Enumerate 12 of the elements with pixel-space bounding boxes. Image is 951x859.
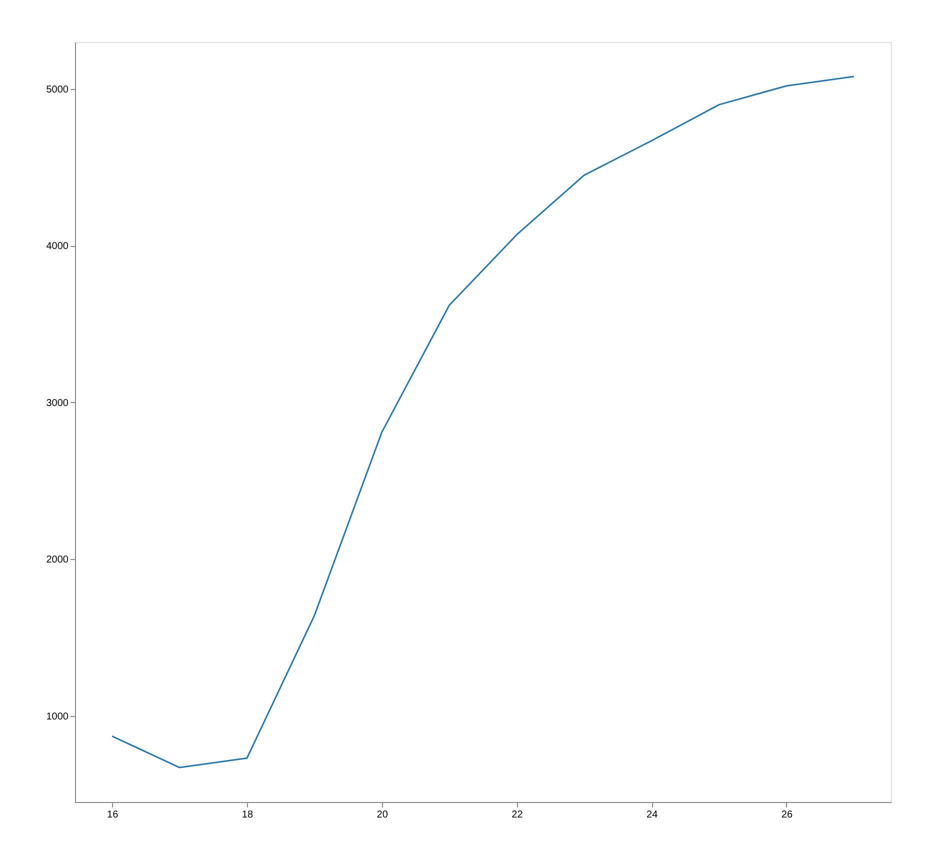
y-tick-label: 4000 — [46, 241, 69, 252]
x-tick-label: 18 — [242, 810, 254, 820]
x-tick-label: 16 — [107, 810, 119, 820]
x-tick-label: 26 — [781, 810, 793, 820]
x-tick-label: 22 — [512, 810, 524, 820]
y-tick-label: 2000 — [46, 554, 69, 566]
y-tick-label: 5000 — [46, 84, 69, 96]
x-tick-label: 20 — [376, 810, 388, 820]
line-series — [111, 76, 855, 768]
y-tick-label: 3000 — [46, 398, 69, 409]
y-tick-label: 1000 — [46, 711, 69, 722]
x-tick-label: 24 — [646, 810, 658, 820]
